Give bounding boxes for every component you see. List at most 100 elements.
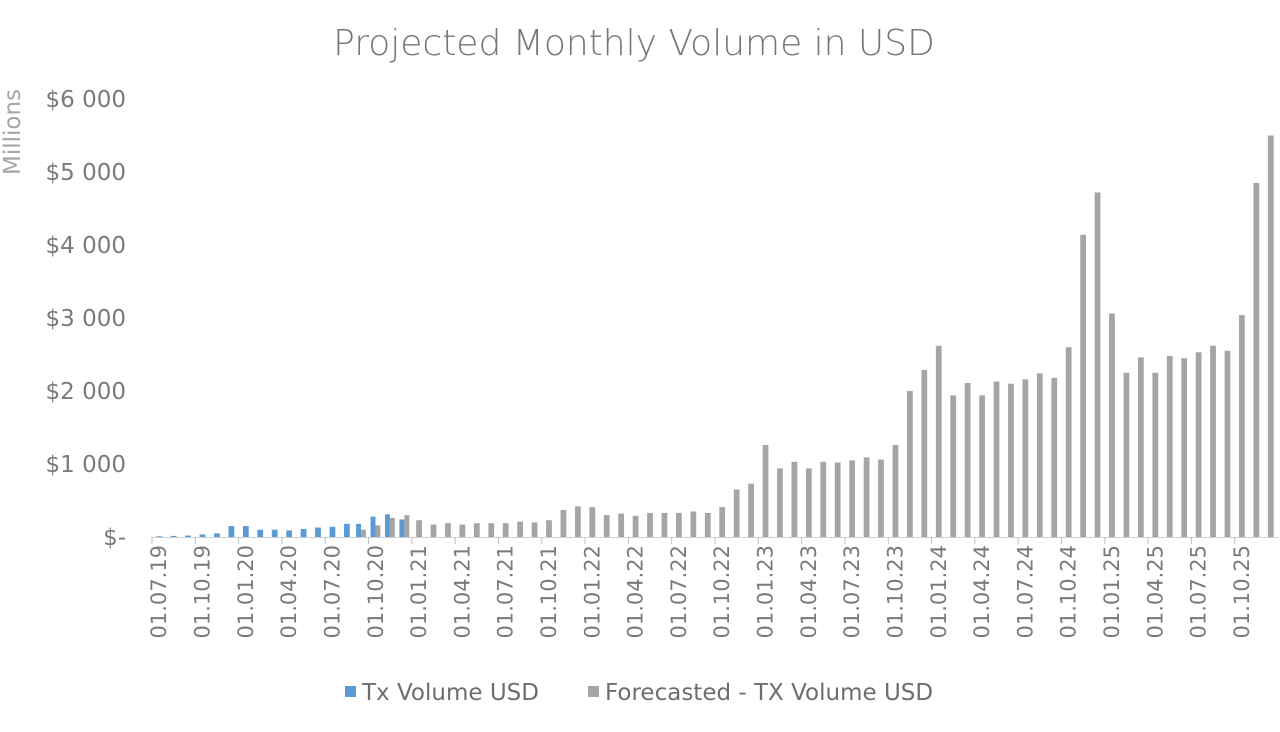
legend-label-tx-volume: Tx Volume USD (361, 680, 539, 706)
bar-forecasted (1008, 383, 1014, 537)
bar-forecasted (1181, 358, 1188, 537)
bar-forecasted (1036, 373, 1043, 537)
x-tick-label: 01.07.23 (840, 545, 864, 639)
bar-tx-volume (214, 533, 220, 537)
bar-forecasted (1123, 372, 1130, 537)
x-tick-label: 01.10.19 (191, 545, 215, 639)
bar-forecasted (361, 529, 366, 537)
bar-forecasted (603, 515, 610, 537)
bar-forecasted (502, 523, 509, 537)
bar-tx-volume (315, 527, 321, 537)
y-tick-label: $2 000 (46, 379, 126, 405)
bar-forecasted (820, 461, 827, 537)
bar-forecasted (907, 391, 913, 537)
bar-forecasted (546, 520, 552, 537)
bar-forecasted (1022, 379, 1029, 537)
x-tick-label: 01.01.24 (927, 545, 951, 639)
x-tick-label: 01.10.25 (1230, 545, 1254, 639)
bar-forecasted (1210, 345, 1216, 537)
bar-forecasted (389, 518, 395, 537)
bar-forecasted (892, 445, 899, 537)
bar-forecasted (1094, 192, 1101, 537)
bar-tx-volume (185, 535, 191, 537)
bar-tx-volume (271, 529, 278, 537)
bar-forecasted (1239, 315, 1245, 537)
bar-forecasted (1065, 347, 1072, 537)
bar-forecasted (618, 513, 625, 537)
bar-tx-volume (199, 534, 206, 537)
y-axis-label: Millions (0, 89, 26, 175)
bar-forecasted (1224, 350, 1231, 537)
bar-tx-volume (286, 530, 293, 537)
x-tick-label: 01.04.22 (624, 545, 648, 639)
bar-forecasted (993, 381, 1000, 537)
y-tick-label: $5 000 (46, 160, 126, 186)
x-tick-label: 01.01.20 (234, 545, 258, 639)
x-tick-label: 01.10.22 (710, 545, 734, 639)
bar-forecasted (777, 468, 783, 537)
legend-label-forecasted: Forecasted - TX Volume USD (605, 680, 933, 706)
bar-forecasted (531, 522, 538, 537)
bar-forecasted (921, 369, 928, 537)
bar-forecasted (589, 507, 596, 537)
x-tick-label: 01.01.21 (407, 545, 431, 639)
x-tick-label: 01.07.24 (1013, 545, 1037, 639)
bar-forecasted (517, 521, 523, 537)
x-tick-label: 01.04.23 (797, 545, 821, 639)
bar-forecasted (647, 512, 653, 537)
bar-forecasted (488, 523, 495, 537)
bar-forecasted (676, 512, 682, 537)
bar-forecasted (1051, 377, 1058, 537)
bar-forecasted (964, 382, 971, 537)
x-tick-label: 01.07.25 (1187, 545, 1211, 639)
bar-forecasted (574, 506, 581, 537)
bar-tx-volume (385, 514, 390, 537)
bar-tx-volume (356, 523, 362, 537)
bar-forecasted (878, 459, 884, 537)
bar-tx-volume (228, 526, 235, 537)
x-tick-label: 01.07.22 (667, 545, 691, 639)
bar-forecasted (762, 445, 769, 537)
chart-title: Projected Monthly Volume in USD (333, 23, 935, 64)
bar-forecasted (849, 460, 856, 537)
bar-tx-volume (257, 529, 264, 537)
legend-swatch-forecasted (588, 686, 599, 697)
x-tick-label: 01.10.20 (364, 545, 388, 639)
bar-forecasted (1152, 372, 1159, 537)
x-axis: 01.07.19 01.10.19 01.01.20 01.04.20 01.07.20… (147, 537, 1278, 639)
bar-forecasted (1166, 355, 1173, 537)
x-tick-label: 01.04.20 (277, 545, 301, 639)
bar-forecasted (1195, 352, 1202, 537)
bar-forecasted (748, 483, 754, 537)
x-tick-label: 01.07.21 (494, 545, 518, 639)
bar-forecasted (459, 524, 466, 537)
y-tick-label: $6 000 (46, 87, 126, 113)
bars (156, 135, 1274, 537)
bar-forecasted (950, 395, 957, 537)
bar-tx-volume (344, 523, 350, 537)
x-tick-label: 01.01.22 (580, 545, 604, 639)
bar-forecasted (704, 512, 711, 537)
bar-tx-volume (170, 535, 177, 537)
y-tick-label: $4 000 (46, 233, 126, 259)
y-tick-label: $- (103, 525, 126, 551)
bar-forecasted (690, 511, 697, 537)
x-tick-label: 01.04.21 (450, 545, 474, 639)
legend-swatch-tx-volume (345, 686, 356, 697)
y-tick-label: $3 000 (46, 306, 126, 332)
x-tick-label: 01.10.23 (883, 545, 907, 639)
bar-forecasted (560, 509, 567, 537)
bar-forecasted (416, 520, 422, 537)
bar-forecasted (404, 515, 410, 537)
bar-forecasted (834, 462, 841, 537)
bar-tx-volume (300, 528, 307, 537)
bar-forecasted (733, 489, 740, 537)
bar-tx-volume (156, 536, 163, 537)
bar-forecasted (1253, 182, 1260, 537)
y-axis-ticks: $- $1 000 $2 000 $3 000 $4 000 $5 000 $6 000 (46, 87, 126, 551)
x-tick-label: 01.04.25 (1143, 545, 1167, 639)
bar-forecasted (1137, 357, 1144, 537)
bar-forecasted (632, 515, 639, 537)
y-tick-label: $1 000 (46, 452, 126, 478)
